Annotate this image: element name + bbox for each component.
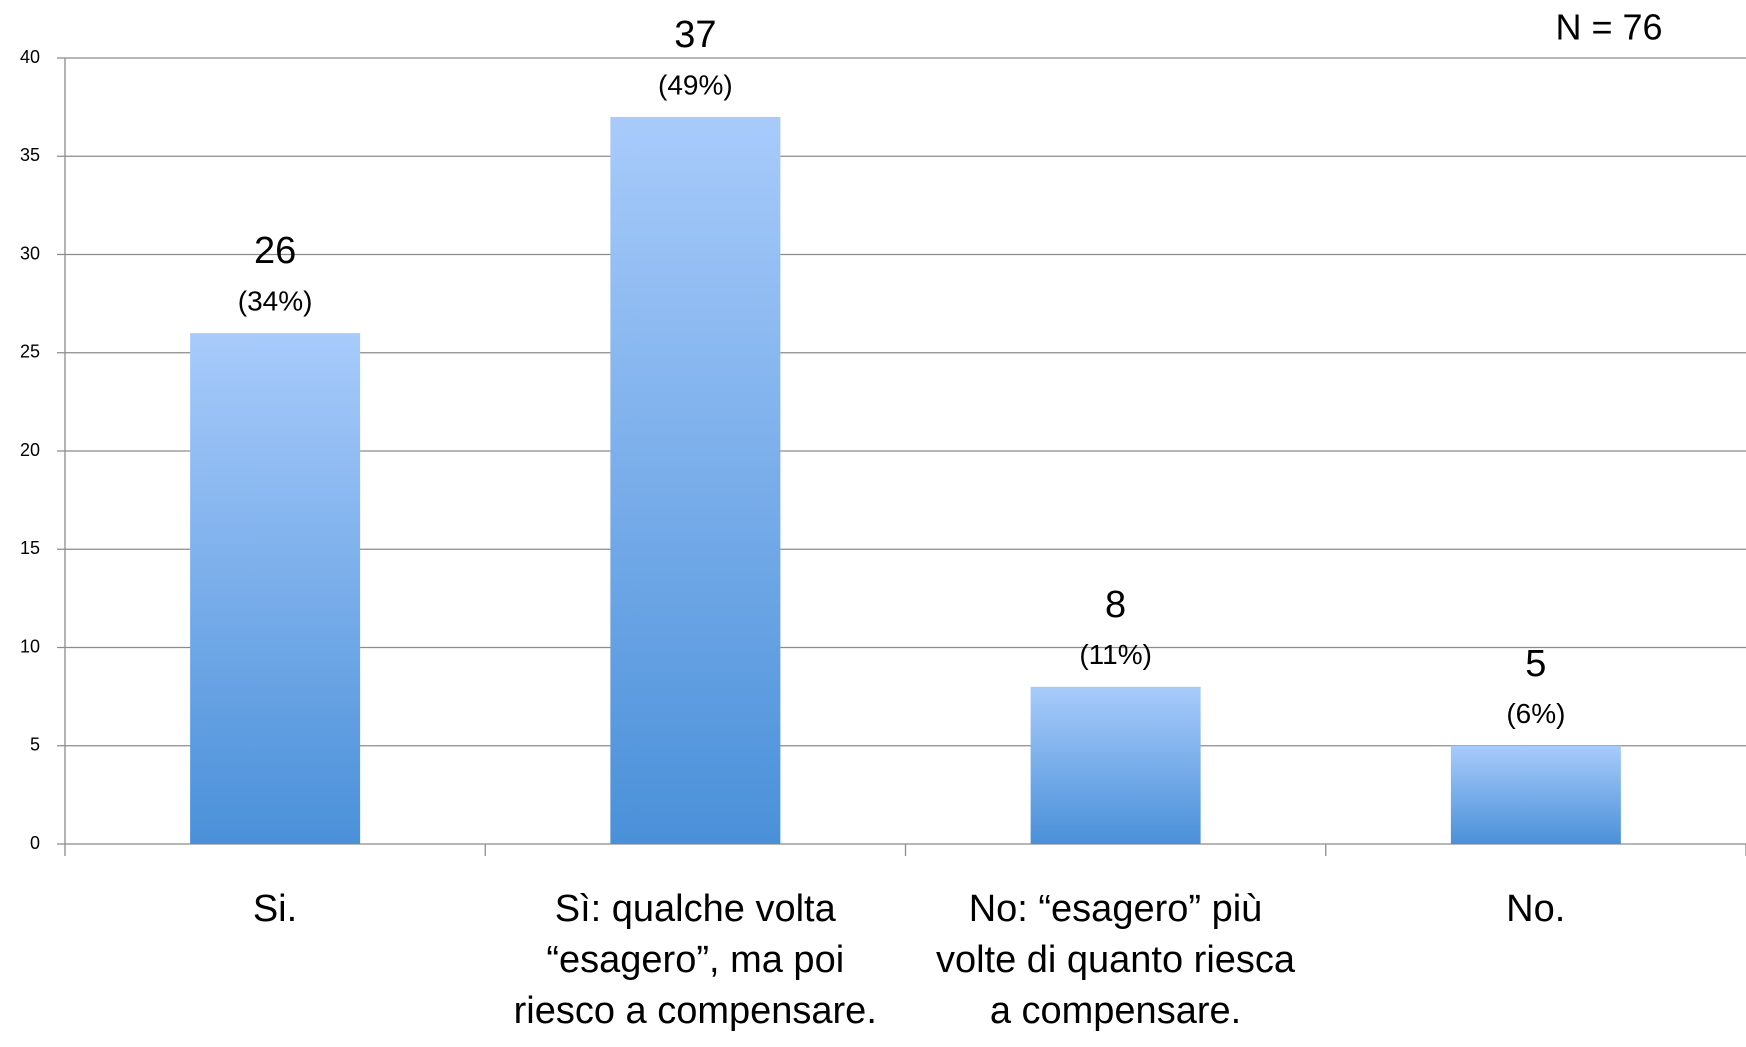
value-label: 37 [674, 14, 716, 56]
y-tick-label: 25 [20, 342, 40, 362]
value-label: 8 [1105, 584, 1126, 626]
y-tick-label: 5 [30, 735, 40, 755]
value-label: 5 [1525, 643, 1546, 685]
y-tick-label: 0 [30, 833, 40, 853]
percent-label: (34%) [238, 285, 313, 316]
y-tick-label: 20 [20, 440, 40, 460]
x-tick-label: No: “esagero” più volte di quanto riesca… [935, 888, 1296, 1032]
bar [610, 116, 781, 844]
x-tick-label: Sì: qualche volta “esagero”, ma poi ries… [513, 888, 877, 1032]
bar [1030, 686, 1201, 844]
x-tick-label: Si. [252, 888, 298, 930]
y-tick-label: 15 [20, 538, 40, 558]
y-tick-label: 35 [20, 145, 40, 165]
bar [1450, 745, 1621, 844]
y-tick-label: 10 [20, 636, 40, 656]
value-label: 26 [254, 230, 296, 272]
annotation: N = 76 [1555, 7, 1662, 48]
percent-label: (11%) [1079, 639, 1152, 670]
y-tick-label: 40 [20, 47, 40, 67]
percent-label: (6%) [1506, 698, 1565, 729]
y-tick-label: 30 [20, 243, 40, 263]
bar [190, 333, 361, 844]
percent-label: (49%) [658, 69, 733, 100]
x-tick-label: No. [1506, 888, 1566, 930]
